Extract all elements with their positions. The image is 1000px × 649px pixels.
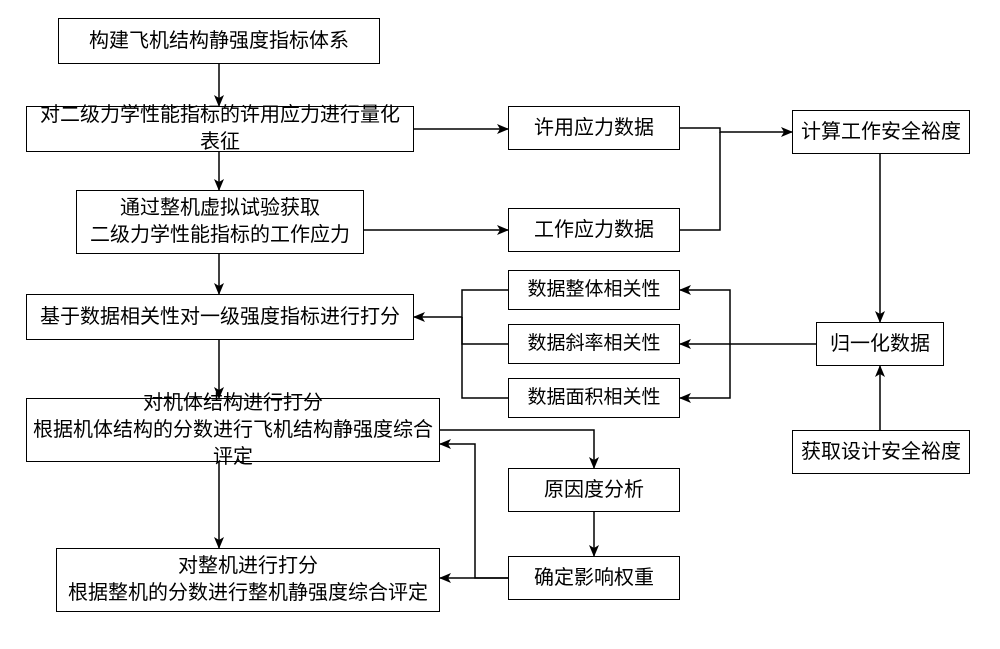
edge-n11-n4 [462,317,508,344]
flow-node-n12: 数据面积相关性 [508,378,680,418]
edge-n7-n9 [680,128,792,132]
edge-n16-n5 [440,444,508,578]
flow-node-n10: 数据整体相关性 [508,270,680,310]
flow-node-n16: 确定影响权重 [508,556,680,600]
flow-node-n7: 许用应力数据 [508,106,680,150]
edge-n5-n15 [440,430,594,468]
flow-node-n5: 对机体结构进行打分根据机体结构的分数进行飞机结构静强度综合评定 [26,398,440,462]
flow-node-n3: 通过整机虚拟试验获取二级力学性能指标的工作应力 [76,190,364,254]
flow-node-n8: 工作应力数据 [508,208,680,252]
edge-n12-n4 [462,317,508,398]
flow-node-n9: 计算工作安全裕度 [792,110,970,154]
edge-n13-n10 [680,290,816,344]
flow-node-n1: 构建飞机结构静强度指标体系 [58,18,380,64]
edge-n13-n12 [680,344,730,398]
flow-node-n11: 数据斜率相关性 [508,324,680,364]
flow-node-n6: 对整机进行打分根据整机的分数进行整机静强度综合评定 [56,548,440,612]
flow-node-n14: 获取设计安全裕度 [792,430,970,474]
edge-n8-n9 [680,132,720,230]
flow-node-n2: 对二级力学性能指标的许用应力进行量化表征 [26,106,414,152]
edge-n10-n4 [414,290,508,317]
flow-node-n13: 归一化数据 [816,322,944,366]
flow-node-n4: 基于数据相关性对一级强度指标进行打分 [26,294,414,340]
flow-node-n15: 原因度分析 [508,468,680,512]
